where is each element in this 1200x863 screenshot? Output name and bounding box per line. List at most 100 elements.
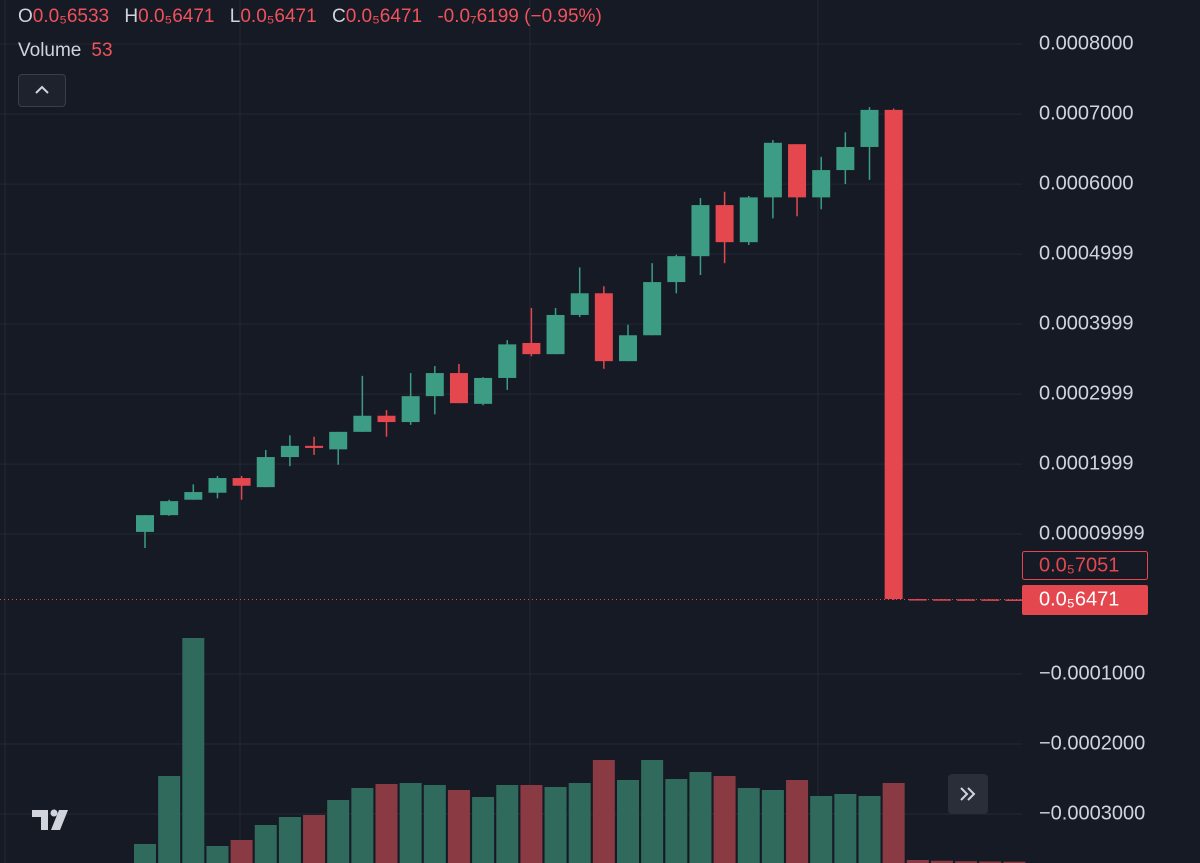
volume-bar	[254, 825, 277, 863]
volume-bar	[810, 796, 833, 863]
volume-bar	[713, 776, 736, 863]
volume-bar	[423, 785, 446, 863]
candle-body	[280, 445, 299, 458]
y-tick-label: 0.0008000	[1039, 32, 1134, 54]
volume-bar	[496, 785, 519, 863]
volume-bar	[930, 860, 953, 863]
candle-body	[184, 492, 203, 500]
chevron-up-icon	[35, 85, 49, 94]
candle-body	[449, 373, 468, 404]
y-tick-label: 0.0006000	[1039, 172, 1134, 194]
volume-bar	[327, 800, 350, 863]
candle-body	[160, 501, 179, 516]
candle-body	[136, 515, 154, 532]
volume-bar	[665, 779, 688, 863]
volume-bar	[641, 760, 664, 863]
volume-bar	[617, 780, 639, 863]
candle-body	[957, 599, 976, 601]
candle-body	[305, 445, 324, 448]
tradingview-logo[interactable]	[28, 802, 80, 836]
candle-body	[208, 478, 227, 493]
volume-bar	[568, 783, 591, 863]
y-tick-label: 0.0002999	[1039, 382, 1134, 404]
volume-bar	[399, 783, 422, 863]
volume-bar	[1003, 861, 1026, 863]
y-tick-label: 0.0007000	[1039, 102, 1134, 124]
open-value: 0.0₅6533	[32, 6, 110, 27]
change-value: -0.0₇6199	[437, 6, 519, 27]
volume-bar	[472, 797, 495, 863]
y-tick-label: 0.0003999	[1039, 312, 1134, 334]
close-label: C	[331, 6, 346, 27]
candle-body	[763, 142, 782, 198]
candle-body	[884, 109, 903, 600]
volume-bar	[303, 815, 326, 863]
candle-body	[981, 599, 1000, 601]
candle-body	[377, 415, 396, 423]
double-chevron-icon	[960, 787, 976, 801]
low-label: L	[229, 6, 241, 27]
volume-bar	[206, 846, 229, 863]
candle-body	[1005, 599, 1024, 601]
volume-bar	[592, 760, 615, 863]
y-tick-label: 0.0001999	[1039, 452, 1134, 474]
volume-bar	[906, 860, 929, 863]
volume-bar	[544, 787, 567, 863]
volume-bar	[882, 783, 905, 863]
high-label: H	[124, 6, 139, 27]
volume-bar	[278, 817, 301, 863]
candle-body	[860, 109, 879, 147]
price-marker-label: 0.0₅7051	[1039, 554, 1119, 576]
candle-body	[788, 144, 807, 198]
volume-bar	[955, 861, 978, 863]
volume-bar	[351, 788, 374, 863]
y-tick-label: 0.0004999	[1039, 242, 1134, 264]
volume-label: Volume	[18, 40, 82, 61]
volume-bar	[834, 794, 857, 863]
candle-body	[932, 599, 951, 601]
candle-body	[594, 293, 613, 362]
close-value: 0.0₅6471	[345, 6, 423, 27]
candle-body	[812, 170, 831, 198]
volume-bar	[375, 784, 398, 863]
candle-body	[836, 146, 855, 171]
candle-body	[522, 342, 541, 355]
open-label: O	[18, 6, 33, 27]
collapse-button[interactable]	[18, 74, 66, 107]
volume-bar	[134, 844, 156, 863]
volume-bar	[979, 861, 1002, 863]
change-percent: (−0.95%)	[524, 6, 602, 27]
volume-bar	[230, 840, 253, 863]
candle-body	[908, 599, 927, 601]
candle-body	[401, 396, 420, 423]
y-tick-label: −0.0002000	[1039, 732, 1145, 754]
y-tick-label: −0.0003000	[1039, 802, 1145, 824]
candle-body	[498, 344, 517, 378]
volume-bar	[689, 772, 712, 863]
candle-body	[474, 377, 493, 404]
volume-bar	[447, 790, 470, 863]
candle-body	[715, 205, 734, 243]
volume-bar	[786, 780, 809, 863]
volume-bar	[520, 785, 543, 863]
candle-body	[546, 314, 565, 355]
high-value: 0.0₅6471	[138, 6, 215, 27]
last-price-label: 0.0₅6471	[1039, 588, 1119, 610]
volume-bar	[761, 790, 784, 863]
price-marker-box	[1022, 551, 1148, 580]
volume-value: 53	[91, 40, 113, 61]
candle-body	[739, 197, 758, 243]
candle-body	[329, 431, 348, 450]
volume-legend: Volume 53	[18, 40, 113, 62]
volume-bar	[158, 776, 181, 863]
candle-body	[667, 256, 686, 283]
volume-bar	[737, 788, 760, 863]
scroll-to-end-button[interactable]	[948, 774, 988, 814]
last-price-box	[1022, 585, 1148, 615]
candle-body	[353, 415, 372, 432]
volume-bar	[182, 638, 205, 863]
candle-body	[691, 205, 710, 257]
volume-bar	[858, 796, 881, 863]
